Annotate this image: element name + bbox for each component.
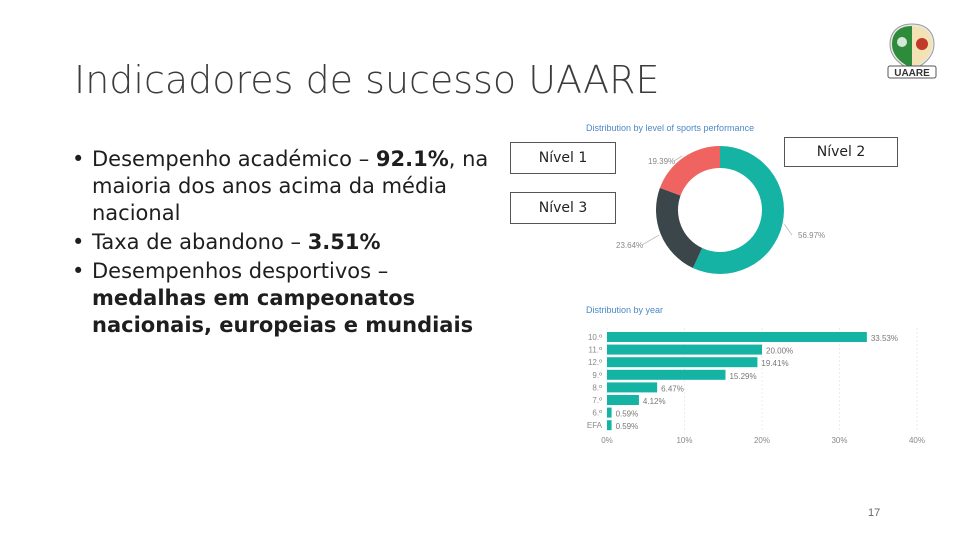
bullet-text: Desempenhos desportivos –: [92, 259, 389, 283]
bar: [607, 382, 658, 393]
bullet-dropout: Taxa de abandono – 3.51%: [72, 229, 492, 256]
bar-data-label: 0.59%: [616, 410, 639, 419]
bar-data-label: 4.12%: [643, 397, 666, 406]
category-label: 7.º: [592, 396, 602, 405]
bar: [607, 357, 758, 368]
bullet-text: Taxa de abandono –: [92, 230, 308, 254]
donut-leader-line: [673, 155, 683, 162]
bar-data-label: 33.53%: [871, 334, 898, 343]
donut-slice: [659, 146, 720, 196]
bullet-academic: Desempenho académico – 92.1%, na maioria…: [72, 146, 492, 227]
donut-data-label: 23.64%: [616, 241, 643, 250]
donut-data-label: 19.39%: [648, 157, 675, 166]
bar-data-label: 15.29%: [729, 372, 756, 381]
uaare-logo: UAARE: [887, 23, 937, 79]
bullet-text: , na maioria dos anos acima da média nac…: [92, 147, 489, 225]
category-label: 9.º: [592, 371, 602, 380]
callout-nivel3: Nível 3: [510, 192, 616, 224]
donut-slice: [656, 187, 703, 268]
x-tick-label: 0%: [601, 436, 613, 445]
bullet-bold: 3.51%: [307, 230, 381, 254]
bar: [607, 344, 762, 355]
bar: [607, 332, 867, 342]
donut-data-label: 56.97%: [798, 231, 825, 240]
bullet-bold: 92.1%: [375, 147, 449, 171]
bar-data-label: 19.41%: [761, 359, 788, 368]
callout-nivel1: Nível 1: [510, 142, 616, 174]
x-tick-label: 30%: [831, 436, 847, 445]
bar-data-label: 6.47%: [661, 384, 684, 393]
donut-slice: [692, 146, 784, 274]
callout-nivel2: Nível 2: [784, 137, 898, 167]
category-label: 8.º: [592, 383, 602, 392]
bar-data-label: 0.59%: [616, 422, 639, 431]
category-label: 11.º: [589, 346, 603, 355]
bar-title: Distribution by year: [586, 305, 663, 315]
x-tick-label: 40%: [909, 436, 925, 445]
bullet-list: Desempenho académico – 92.1%, na maioria…: [72, 146, 492, 341]
category-label: 12.º: [588, 358, 602, 367]
x-tick-label: 20%: [754, 436, 770, 445]
donut-leader-line: [641, 234, 660, 246]
bar-data-label: 20.00%: [766, 347, 793, 356]
bar: [607, 420, 612, 431]
bar: [607, 395, 639, 405]
bar-chart: Distribution by year 0% 10% 20% 30% 40% 10.º…: [586, 305, 925, 445]
page-number: 17: [868, 507, 881, 519]
bullet-text: Desempenho académico –: [92, 147, 376, 171]
bullet-sports: Desempenhos desportivos – medalhas em ca…: [72, 258, 492, 339]
donut-title: Distribution by level of sports performa…: [586, 123, 754, 133]
bullet-bold: medalhas em campeonatos nacionais, europ…: [92, 286, 474, 337]
category-label: 10.º: [588, 333, 602, 342]
category-label: 6.º: [592, 409, 602, 418]
donut-chart: Distribution by level of sports performa…: [586, 123, 825, 274]
bar: [607, 369, 726, 380]
x-tick-label: 10%: [676, 436, 692, 445]
slide-title: Indicadores de sucesso UAARE: [74, 58, 660, 102]
logo-text: UAARE: [894, 68, 930, 79]
category-label: EFA: [587, 421, 603, 430]
bar: [607, 407, 612, 418]
donut-leader-line: [784, 224, 793, 236]
